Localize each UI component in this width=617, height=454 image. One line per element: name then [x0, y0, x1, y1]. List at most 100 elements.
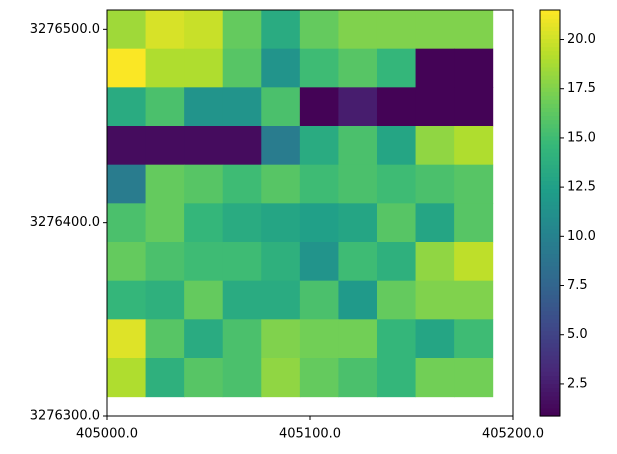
heat-cell [454, 280, 494, 320]
colorbar-step [540, 14, 560, 19]
heat-cell [184, 164, 224, 204]
colorbar-step [540, 375, 560, 381]
colorbar-step [540, 233, 560, 238]
colorbar-tick-label: 10.0 [567, 229, 596, 244]
colorbar-step [540, 265, 560, 271]
colorbar-step [540, 30, 560, 35]
colorbar-step [540, 355, 560, 360]
colorbar-step [540, 395, 560, 401]
colorbar-step [540, 383, 560, 389]
heat-cell [222, 242, 262, 282]
colorbar-step [540, 164, 560, 169]
colorbar-step [540, 200, 560, 206]
colorbar-step [540, 269, 560, 275]
colorbar-step [540, 135, 560, 141]
colorbar-step [540, 111, 560, 117]
heat-cell [222, 358, 262, 398]
colorbar-step [540, 318, 560, 324]
colorbar-step [540, 294, 560, 299]
heat-cell [299, 87, 339, 127]
colorbar-step [540, 387, 560, 393]
heat-cell [222, 87, 262, 127]
colorbar-step [540, 282, 560, 287]
colorbar-step [540, 152, 560, 157]
colorbar-step [540, 363, 560, 368]
heat-cell [184, 87, 224, 127]
heat-cell [415, 280, 455, 320]
heat-cell [222, 203, 262, 243]
heat-cell [107, 242, 147, 282]
heat-cell [261, 203, 301, 243]
heat-cell [184, 242, 224, 282]
heat-cell [338, 10, 378, 50]
colorbar-step [540, 277, 560, 283]
heat-cell [184, 48, 224, 88]
heat-cell [415, 164, 455, 204]
colorbar-step [540, 249, 560, 255]
heat-cell [145, 358, 185, 398]
heat-cell [107, 203, 147, 243]
heat-cell [107, 126, 147, 166]
colorbar-step [540, 99, 560, 104]
heat-cell [261, 164, 301, 204]
colorbar-step [540, 298, 560, 303]
heat-cell [338, 126, 378, 166]
heat-cell [222, 319, 262, 359]
colorbar-step [540, 204, 560, 210]
colorbar-step [540, 241, 560, 247]
colorbar-tick-label: 12.5 [567, 180, 596, 195]
colorbar-step [540, 91, 560, 96]
colorbar-step [540, 229, 560, 234]
colorbar-step [540, 176, 560, 182]
colorbar-tick-label: 20.0 [567, 32, 596, 47]
heat-cell [376, 164, 417, 204]
heat-cell [261, 319, 301, 359]
colorbar-step [540, 18, 560, 23]
colorbar-step [540, 180, 560, 186]
x-tick-label: 405000.0 [76, 427, 138, 442]
heat-cell [415, 319, 455, 359]
colorbar-step [540, 217, 560, 222]
colorbar-step [540, 399, 560, 405]
colorbar-step [540, 302, 560, 307]
x-tick-label: 405200.0 [482, 427, 544, 442]
heat-cell [376, 48, 417, 88]
heat-cell [338, 164, 378, 204]
colorbar-step [540, 310, 560, 316]
colorbar-step [540, 184, 560, 190]
y-tick-label: 3276500.0 [30, 22, 100, 37]
colorbar-step [540, 286, 560, 291]
heat-cell [415, 10, 455, 50]
colorbar-step [540, 245, 560, 251]
heat-cell [222, 164, 262, 204]
heat-cell [299, 242, 339, 282]
colorbar-step [540, 74, 560, 80]
heat-cell [261, 358, 301, 398]
colorbar-tick-label: 15.0 [567, 130, 596, 145]
colorbar-step [540, 168, 560, 173]
heat-cell [376, 87, 417, 127]
colorbar-step [540, 237, 560, 243]
colorbar-step [540, 326, 560, 332]
colorbar-step [540, 34, 560, 40]
colorbar-tick-label: 5.0 [567, 327, 588, 342]
colorbar-step [540, 103, 560, 109]
heat-cell [454, 164, 494, 204]
colorbar-step [540, 367, 560, 372]
colorbar-step [540, 391, 560, 397]
colorbar-step [540, 26, 560, 31]
heat-cell [376, 242, 417, 282]
colorbar-step [540, 261, 560, 267]
colorbar-step [540, 38, 560, 44]
colorbar-step [540, 50, 560, 56]
heat-cell [145, 242, 185, 282]
colorbar-frame [539, 9, 561, 417]
heat-cell [454, 203, 494, 243]
colorbar-step [540, 156, 560, 161]
colorbar-step [540, 208, 560, 214]
colorbar-step [540, 127, 560, 133]
colorbar-step [540, 22, 560, 27]
heat-cell [261, 87, 301, 127]
heat-cell [145, 87, 185, 127]
